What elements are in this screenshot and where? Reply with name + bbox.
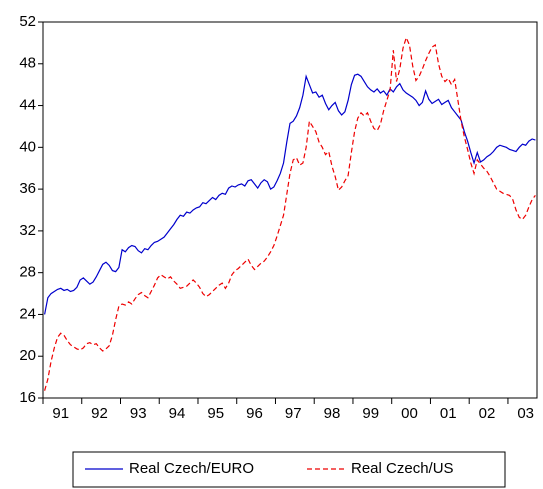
plot-frame bbox=[42, 21, 538, 399]
y-tick-label: 44 bbox=[19, 97, 36, 114]
x-tick-label: 96 bbox=[246, 405, 263, 422]
y-tick-label: 48 bbox=[19, 55, 36, 72]
y-tick-label: 24 bbox=[19, 305, 36, 322]
y-tick-label: 52 bbox=[19, 13, 36, 30]
series-line bbox=[44, 73, 536, 315]
y-tick-label: 40 bbox=[19, 138, 36, 155]
x-tick-label: 99 bbox=[362, 405, 379, 422]
y-tick-label: 20 bbox=[19, 347, 36, 364]
legend-label: Real Czech/US bbox=[351, 460, 454, 477]
x-tick-label: 01 bbox=[440, 405, 457, 422]
x-tick-label: 03 bbox=[517, 405, 534, 422]
x-tick-label: 95 bbox=[207, 405, 224, 422]
x-tick-label: 02 bbox=[479, 405, 496, 422]
x-tick-label: 93 bbox=[130, 405, 147, 422]
x-tick-label: 98 bbox=[324, 405, 341, 422]
y-tick-label: 28 bbox=[19, 264, 36, 281]
legend-label: Real Czech/EURO bbox=[129, 460, 254, 477]
legend-box bbox=[72, 451, 506, 488]
x-tick-label: 00 bbox=[401, 405, 418, 422]
x-tick-label: 97 bbox=[285, 405, 302, 422]
x-tick-label: 92 bbox=[91, 405, 108, 422]
y-tick-label: 32 bbox=[19, 222, 36, 239]
series-line bbox=[44, 35, 536, 391]
y-tick-label: 36 bbox=[19, 180, 36, 197]
y-tick-label: 16 bbox=[19, 389, 36, 406]
x-tick-label: 94 bbox=[169, 405, 186, 422]
x-tick-label: 91 bbox=[52, 405, 69, 422]
